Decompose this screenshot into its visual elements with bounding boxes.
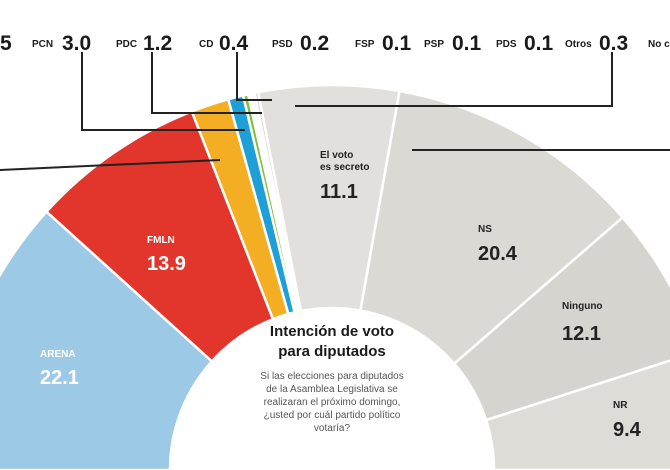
top-label-fsp-value: 0.1: [382, 32, 412, 55]
chart-title-line-2: para diputados: [278, 343, 386, 360]
fmln-name: FMLN: [147, 235, 175, 246]
top-label-psd-value: 0.2: [300, 32, 329, 55]
top-label-fsp-name: FSP: [355, 39, 375, 50]
ns-value: 20.4: [478, 243, 518, 265]
top-label-pdc-value: 1.2: [143, 32, 172, 55]
secreto-name-2: es secreto: [320, 162, 369, 173]
question-line-4: ¿usted por cuál partido político: [264, 410, 401, 421]
secreto-name-1: El voto: [320, 150, 353, 161]
top-label-psp-value: 0.1: [452, 32, 482, 55]
donut-slices: [0, 83, 670, 470]
chart-center-text: Intención de voto para diputados Si las …: [260, 323, 403, 434]
top-label-pcn-name: PCN: [32, 39, 53, 50]
top-label-pds-value: 0.1: [524, 32, 554, 55]
top-labels: 5 PCN 3.0 PDC 1.2 CD 0.4 PSD 0.2 FSP 0.1…: [0, 32, 670, 55]
top-label-0-value: 5: [0, 32, 12, 55]
leader-line-cd: [236, 52, 272, 101]
top-label-pdc-name: PDC: [116, 39, 137, 50]
top-label-psp-name: PSP: [424, 39, 444, 50]
top-label-pcn-value: 3.0: [62, 32, 91, 55]
slice-nr: [484, 359, 670, 470]
slice-ns: [358, 89, 625, 366]
top-label-cd-name: CD: [199, 39, 213, 50]
ns-name: NS: [478, 224, 492, 235]
question-line-2: de la Asamblea Legislativa se: [266, 384, 398, 395]
leader-line-arena-fmln: [0, 159, 221, 171]
question-line-1: Si las elecciones para diputados: [260, 371, 403, 382]
slice-ninguno: [452, 215, 670, 422]
fmln-value: 13.9: [147, 253, 186, 275]
question-line-5: votaría?: [314, 423, 351, 434]
nr-name: NR: [613, 400, 628, 411]
chart-title-line-1: Intención de voto: [270, 323, 394, 340]
top-label-nc-name: No c: [648, 39, 670, 50]
top-label-psd-name: PSD: [272, 39, 293, 50]
ninguno-value: 12.1: [562, 323, 601, 345]
nr-value: 9.4: [613, 419, 642, 441]
question-line-3: realizaran el próximo domingo,: [264, 397, 401, 408]
arena-name: ARENA: [40, 349, 76, 360]
top-label-otros-name: Otros: [565, 39, 592, 50]
slice-arena: [0, 209, 214, 470]
leader-line-otros: [295, 52, 613, 107]
arena-value: 22.1: [40, 367, 79, 389]
ninguno-name: Ninguno: [562, 301, 603, 312]
top-label-otros-value: 0.3: [599, 32, 628, 55]
leader-lines: [0, 52, 670, 171]
leader-line-pdc: [151, 52, 262, 114]
leader-line-pcn: [81, 52, 245, 131]
secreto-value: 11.1: [320, 181, 358, 203]
top-label-cd-value: 0.4: [219, 32, 249, 55]
slice-labels: ARENA 22.1 FMLN 13.9 El voto es secreto …: [40, 150, 642, 441]
top-label-pds-name: PDS: [496, 39, 517, 50]
